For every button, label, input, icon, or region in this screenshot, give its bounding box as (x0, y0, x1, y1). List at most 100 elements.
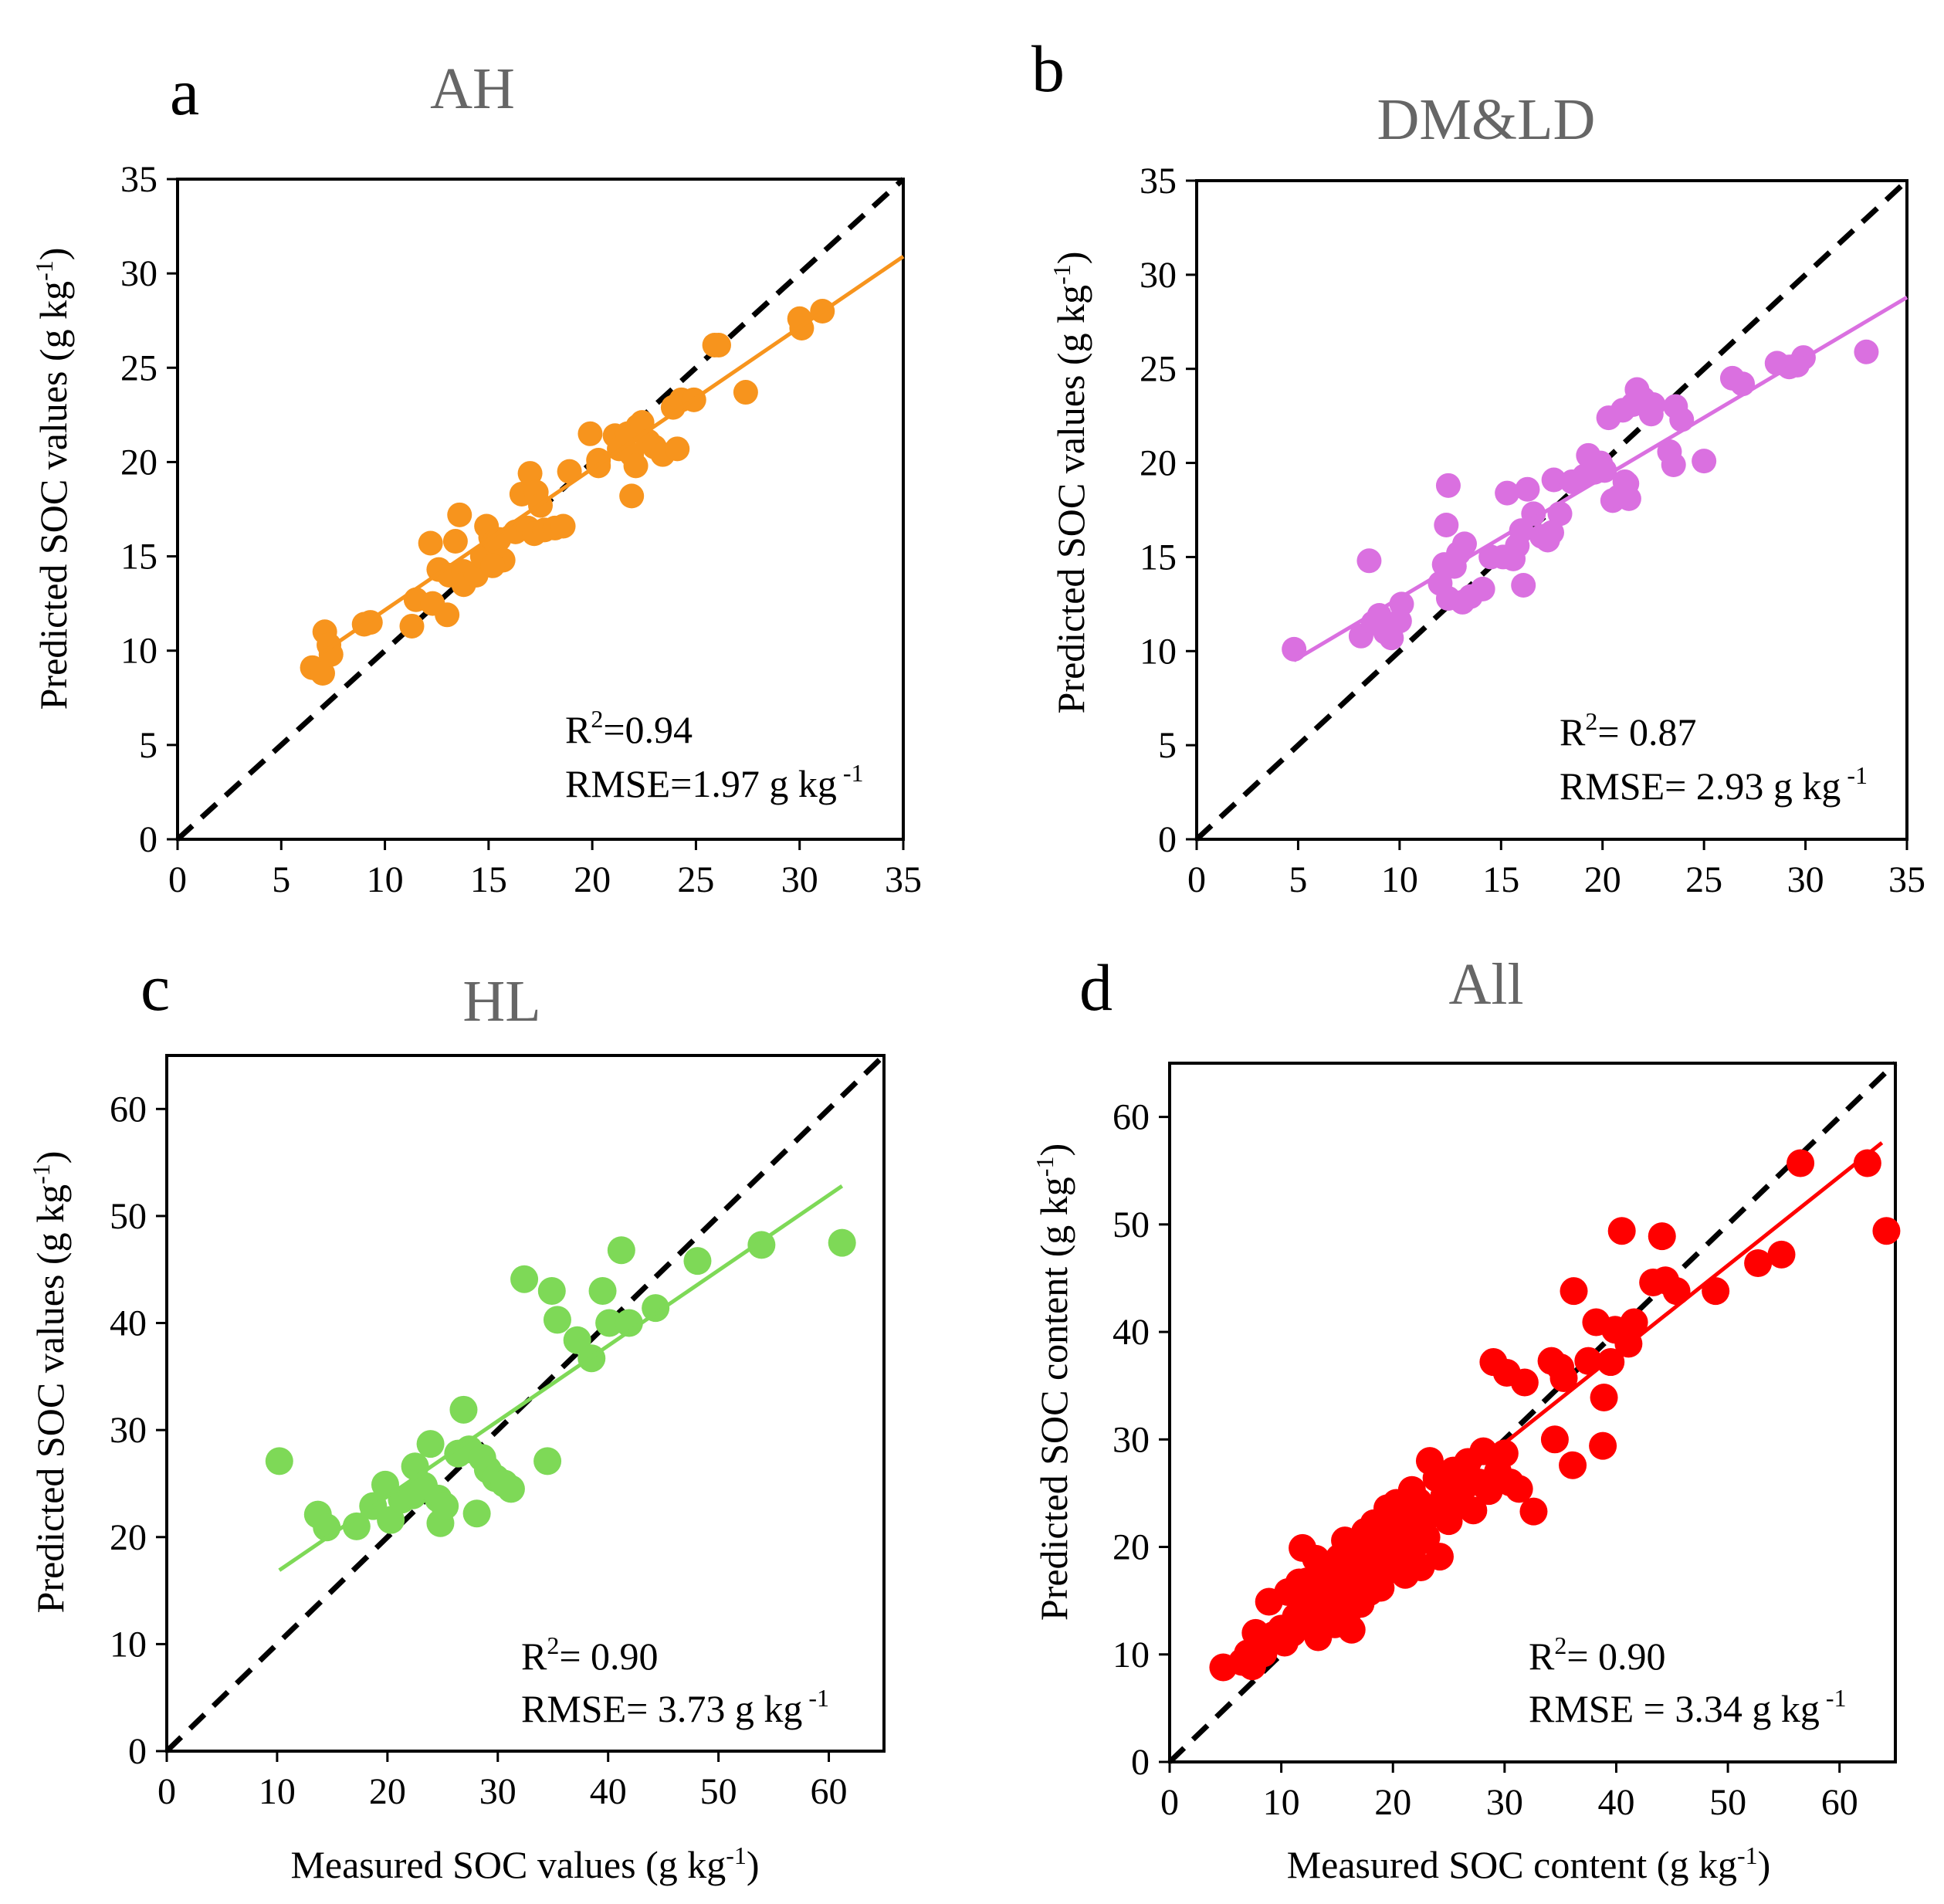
data-point (607, 1236, 635, 1265)
data-point (447, 502, 472, 527)
data-point (517, 461, 543, 486)
data-point (449, 1395, 478, 1424)
data-point (1607, 1217, 1636, 1245)
rmse-annotation-d: RMSE = 3.34 g kg -1 (1529, 1684, 1847, 1730)
data-point (665, 436, 690, 462)
x-tick-label: 20 (1374, 1782, 1411, 1823)
data-point (733, 380, 758, 405)
rmse-annotation-a: RMSE=1.97 g kg -1 (565, 759, 864, 805)
data-point (1434, 512, 1459, 537)
data-point (1511, 572, 1536, 598)
data-point (543, 1306, 571, 1334)
y-tick-label: 20 (120, 442, 157, 483)
data-point (416, 1430, 445, 1458)
panel-letter-c: c (141, 950, 170, 1025)
y-axis-label-c: Predicted SOC values (g kg-1) (27, 1151, 72, 1614)
data-point (1574, 1347, 1603, 1375)
regression-line (321, 255, 905, 655)
data-point (1616, 486, 1641, 511)
x-tick-label: 0 (157, 1771, 176, 1812)
data-point (435, 602, 460, 628)
data-point (1648, 1222, 1676, 1251)
x-tick-label: 15 (1482, 859, 1519, 900)
y-tick-label: 50 (110, 1196, 147, 1237)
x-tick-label: 30 (1486, 1782, 1523, 1823)
y-tick-label: 15 (1140, 537, 1177, 578)
plot-area-c: 0 10 20 30 40 50 60 0 10 20 30 40 50 60 (110, 1053, 886, 1812)
y-tick-label: 60 (1113, 1097, 1150, 1138)
data-point (1337, 1615, 1366, 1644)
r2-annotation-d: R2= 0.90 (1529, 1631, 1666, 1678)
data-point (1510, 1368, 1539, 1397)
x-tick-label: 35 (1888, 859, 1925, 900)
y-tick-label: 40 (110, 1303, 147, 1344)
x-tick-label: 35 (885, 859, 922, 900)
data-point (1540, 1425, 1569, 1454)
data-point (623, 453, 649, 479)
panel-title-c: HL (462, 969, 540, 1034)
data-point (706, 332, 731, 357)
data-point (537, 1276, 566, 1305)
y-axis-label-b: Predicted SOC values (g kg-1) (1048, 252, 1092, 714)
x-tick-label: 60 (1821, 1782, 1858, 1823)
x-tick-label: 15 (470, 859, 507, 900)
y-tick-label: 50 (1113, 1204, 1150, 1245)
panel-title-d: All (1448, 952, 1523, 1017)
x-axis-label-d: Measured SOC content (g kg-1) (1287, 1841, 1771, 1886)
x-tick-label: 0 (1160, 1782, 1179, 1823)
data-point (577, 421, 603, 446)
data-point (1425, 1543, 1454, 1571)
rmse-annotation-b: RMSE= 2.93 g kg -1 (1560, 761, 1868, 808)
y-tick-label: 30 (1113, 1419, 1150, 1460)
y-tick-label: 35 (120, 159, 157, 200)
plot-area-d: 0 10 20 30 40 50 60 0 10 20 30 40 50 60 (1113, 1061, 1901, 1823)
x-tick-label: 0 (168, 859, 187, 900)
x-tick-label: 30 (781, 859, 818, 900)
y-tick-label: 10 (1113, 1635, 1150, 1675)
data-point (480, 553, 506, 578)
x-tick-label: 10 (1263, 1782, 1300, 1823)
x-tick-label: 40 (590, 1771, 627, 1812)
x-tick-label: 25 (1685, 859, 1722, 900)
x-tick-label: 30 (479, 1771, 516, 1812)
panel-letter-a: a (170, 55, 199, 129)
r2-annotation-c: R2= 0.90 (521, 1631, 659, 1678)
data-point (496, 1475, 525, 1503)
data-point (1521, 501, 1546, 527)
y-tick-label: 0 (1131, 1742, 1150, 1783)
data-point (1872, 1217, 1901, 1245)
data-point (1661, 452, 1686, 478)
plot-frame (1195, 179, 1908, 841)
x-tick-label: 30 (1787, 859, 1824, 900)
data-point (1389, 591, 1414, 617)
x-tick-label: 60 (811, 1771, 848, 1812)
x-tick-label: 25 (677, 859, 714, 900)
data-point (377, 1506, 405, 1534)
y-tick-label: 25 (1140, 349, 1177, 390)
data-point (619, 483, 645, 509)
y-tick-label: 35 (1140, 161, 1177, 202)
x-tick-label: 20 (369, 1771, 406, 1812)
data-point (318, 642, 344, 667)
x-tick-label: 40 (1597, 1782, 1634, 1823)
data-point (1435, 473, 1461, 498)
y-tick-label: 0 (128, 1731, 147, 1772)
panel-title-b: DM&LD (1377, 87, 1596, 152)
data-point (588, 1276, 617, 1305)
panel-d: d All Predicted SOC content (g kg-1) Mea… (1031, 950, 1901, 1886)
panel-c: c HL Predicted SOC values (g kg-1) Measu… (27, 950, 886, 1886)
data-point (1470, 576, 1495, 601)
x-tick-label: 10 (259, 1771, 296, 1812)
x-tick-label: 20 (574, 859, 611, 900)
panel-title-a: AH (430, 56, 515, 121)
data-point (828, 1228, 856, 1257)
panel-b: b DM&LD Predicted SOC values (g kg-1) 0 5… (1031, 32, 1925, 900)
plot-frame (165, 1054, 886, 1753)
data-point (1787, 1149, 1815, 1177)
data-point (1589, 1431, 1617, 1460)
data-point (1744, 1248, 1773, 1277)
regression-line (278, 1184, 844, 1572)
data-point (1853, 1149, 1881, 1177)
data-point (431, 1492, 459, 1520)
x-tick-label: 10 (1381, 859, 1418, 900)
